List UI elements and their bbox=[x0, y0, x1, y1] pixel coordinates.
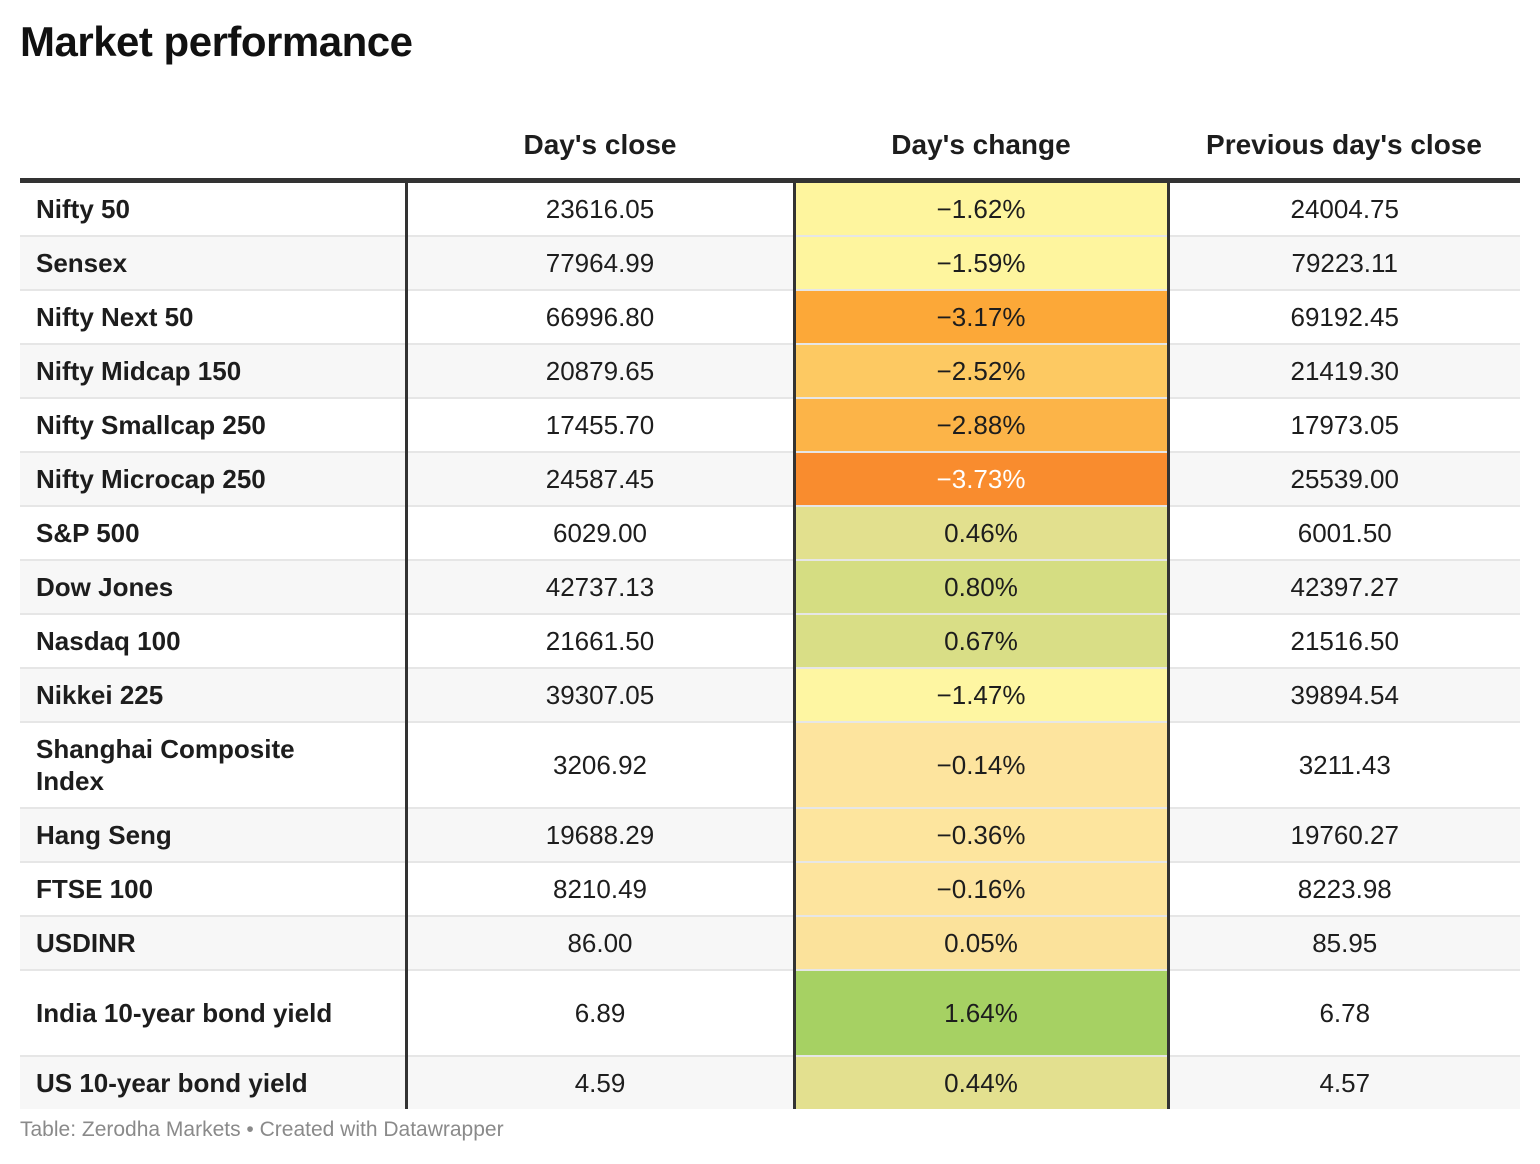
days-close-cell: 6029.00 bbox=[406, 506, 794, 561]
days-close-cell: 3206.92 bbox=[406, 722, 794, 809]
days-close-cell: 66996.80 bbox=[406, 290, 794, 345]
table-row: Nikkei 225 39307.05 −1.47% 39894.54 bbox=[20, 668, 1520, 723]
row-name-cell: Nifty 50 bbox=[20, 180, 408, 237]
row-name-cell: Nifty Microcap 250 bbox=[20, 452, 408, 507]
days-close-cell: 21661.50 bbox=[406, 614, 794, 669]
table-row: Nifty Midcap 150 20879.65 −2.52% 21419.30 bbox=[20, 344, 1520, 399]
days-close-cell: 4.59 bbox=[406, 1056, 794, 1109]
days-change-cell: 1.64% bbox=[792, 970, 1170, 1057]
days-change-cell: −0.14% bbox=[792, 722, 1170, 809]
days-close-cell: 39307.05 bbox=[406, 668, 794, 723]
row-name-cell: US 10-year bond yield bbox=[20, 1056, 408, 1109]
row-name-cell: India 10-year bond yield bbox=[20, 970, 408, 1057]
days-close-cell: 17455.70 bbox=[406, 398, 794, 453]
previous-close-cell: 39894.54 bbox=[1168, 668, 1520, 723]
previous-close-cell: 6001.50 bbox=[1168, 506, 1520, 561]
header-days-change: Day's change bbox=[794, 112, 1168, 183]
table-row: US 10-year bond yield 4.59 0.44% 4.57 bbox=[20, 1056, 1520, 1109]
header-name bbox=[20, 112, 406, 183]
previous-close-cell: 6.78 bbox=[1168, 970, 1520, 1057]
previous-close-cell: 85.95 bbox=[1168, 916, 1520, 971]
days-change-cell: −0.36% bbox=[792, 808, 1170, 863]
table-row: S&P 500 6029.00 0.46% 6001.50 bbox=[20, 506, 1520, 561]
days-change-cell: 0.05% bbox=[792, 916, 1170, 971]
previous-close-cell: 42397.27 bbox=[1168, 560, 1520, 615]
days-change-cell: 0.80% bbox=[792, 560, 1170, 615]
previous-close-cell: 21516.50 bbox=[1168, 614, 1520, 669]
header-previous-close: Previous day's close bbox=[1168, 112, 1520, 183]
days-close-cell: 24587.45 bbox=[406, 452, 794, 507]
row-name-cell: Hang Seng bbox=[20, 808, 408, 863]
table-row: Sensex 77964.99 −1.59% 79223.11 bbox=[20, 236, 1520, 291]
days-change-cell: −1.47% bbox=[792, 668, 1170, 723]
days-change-cell: 0.46% bbox=[792, 506, 1170, 561]
previous-close-cell: 69192.45 bbox=[1168, 290, 1520, 345]
table-row: Dow Jones 42737.13 0.80% 42397.27 bbox=[20, 560, 1520, 615]
table-body: Nifty 50 23616.05 −1.62% 24004.75 Sensex 7796… bbox=[20, 180, 1520, 1109]
table-row: Nifty Microcap 250 24587.45 −3.73% 25539.00 bbox=[20, 452, 1520, 507]
previous-close-cell: 79223.11 bbox=[1168, 236, 1520, 291]
table-row: Nifty Next 50 66996.80 −3.17% 69192.45 bbox=[20, 290, 1520, 345]
row-name-cell: Dow Jones bbox=[20, 560, 408, 615]
table-row: Shanghai Composite Index 3206.92 −0.14% 321… bbox=[20, 722, 1520, 809]
row-name-cell: S&P 500 bbox=[20, 506, 408, 561]
previous-close-cell: 21419.30 bbox=[1168, 344, 1520, 399]
table-row: Hang Seng 19688.29 −0.36% 19760.27 bbox=[20, 808, 1520, 863]
days-close-cell: 19688.29 bbox=[406, 808, 794, 863]
table-row: Nifty Smallcap 250 17455.70 −2.88% 17973.05 bbox=[20, 398, 1520, 453]
days-close-cell: 8210.49 bbox=[406, 862, 794, 917]
row-name-cell: Sensex bbox=[20, 236, 408, 291]
days-close-cell: 86.00 bbox=[406, 916, 794, 971]
days-change-cell: −1.59% bbox=[792, 236, 1170, 291]
table-row: USDINR 86.00 0.05% 85.95 bbox=[20, 916, 1520, 971]
market-performance-table: Day's close Day's change Previous day's … bbox=[20, 112, 1520, 1109]
previous-close-cell: 19760.27 bbox=[1168, 808, 1520, 863]
row-name-cell: USDINR bbox=[20, 916, 408, 971]
days-change-cell: −0.16% bbox=[792, 862, 1170, 917]
table-row: India 10-year bond yield 6.89 1.64% 6.78 bbox=[20, 970, 1520, 1057]
previous-close-cell: 17973.05 bbox=[1168, 398, 1520, 453]
days-close-cell: 23616.05 bbox=[406, 180, 794, 237]
row-name-cell: Nasdaq 100 bbox=[20, 614, 408, 669]
days-change-cell: −1.62% bbox=[792, 180, 1170, 237]
table-row: Nasdaq 100 21661.50 0.67% 21516.50 bbox=[20, 614, 1520, 669]
days-change-cell: −2.88% bbox=[792, 398, 1170, 453]
previous-close-cell: 3211.43 bbox=[1168, 722, 1520, 809]
days-change-cell: −3.73% bbox=[792, 452, 1170, 507]
previous-close-cell: 25539.00 bbox=[1168, 452, 1520, 507]
days-close-cell: 77964.99 bbox=[406, 236, 794, 291]
row-name-cell: Nifty Midcap 150 bbox=[20, 344, 408, 399]
row-name-cell: Nifty Next 50 bbox=[20, 290, 408, 345]
table-row: Nifty 50 23616.05 −1.62% 24004.75 bbox=[20, 180, 1520, 237]
header-days-close: Day's close bbox=[406, 112, 794, 183]
days-close-cell: 6.89 bbox=[406, 970, 794, 1057]
days-change-cell: 0.44% bbox=[792, 1056, 1170, 1109]
days-change-cell: −3.17% bbox=[792, 290, 1170, 345]
row-name-cell: Nifty Smallcap 250 bbox=[20, 398, 408, 453]
table-title: Market performance bbox=[20, 18, 413, 65]
previous-close-cell: 24004.75 bbox=[1168, 180, 1520, 237]
header-row: Day's close Day's change Previous day's … bbox=[20, 112, 1520, 183]
days-close-cell: 20879.65 bbox=[406, 344, 794, 399]
days-change-cell: −2.52% bbox=[792, 344, 1170, 399]
days-close-cell: 42737.13 bbox=[406, 560, 794, 615]
row-name-cell: Nikkei 225 bbox=[20, 668, 408, 723]
table-row: FTSE 100 8210.49 −0.16% 8223.98 bbox=[20, 862, 1520, 917]
days-change-cell: 0.67% bbox=[792, 614, 1170, 669]
previous-close-cell: 4.57 bbox=[1168, 1056, 1520, 1109]
source-footer: Table: Zerodha Markets • Created with Da… bbox=[20, 1118, 504, 1141]
row-name-cell: FTSE 100 bbox=[20, 862, 408, 917]
row-name-cell: Shanghai Composite Index bbox=[20, 722, 408, 809]
previous-close-cell: 8223.98 bbox=[1168, 862, 1520, 917]
